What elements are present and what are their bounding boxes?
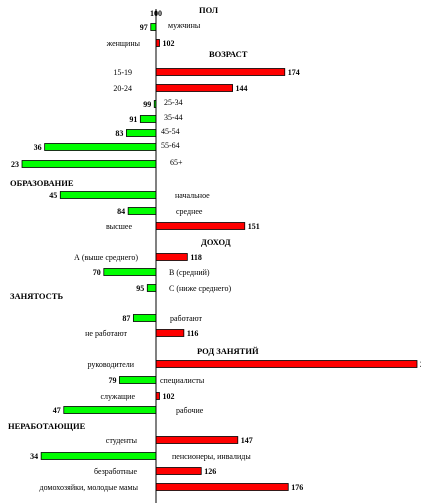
category-label-25-34: 25-34 xyxy=(164,98,183,107)
bar-пенсионеры-инвалиды xyxy=(40,452,157,460)
value-label-45-54: 83 xyxy=(115,129,123,138)
value-label-специалисты: 79 xyxy=(108,376,116,385)
bar-20-24 xyxy=(155,84,233,92)
bar-специалисты xyxy=(119,376,157,384)
value-label-35-44: 91 xyxy=(129,115,137,124)
bar-15-19 xyxy=(155,68,286,76)
bar-домохозяйки-молодые-мамы xyxy=(155,483,289,491)
bar-мужчины xyxy=(150,23,157,31)
category-label-в-средний: В (средний) xyxy=(169,268,210,277)
bar-безработные xyxy=(155,467,202,475)
category-label-женщины: женщины xyxy=(106,39,141,48)
category-label-15-19: 15-19 xyxy=(113,68,132,77)
category-label-начальное: начальное xyxy=(175,191,210,200)
bar-не-работают xyxy=(155,329,185,337)
value-label-домохозяйки-молодые-мамы: 176 xyxy=(291,483,303,492)
category-label-специалисты: специалисты xyxy=(160,376,205,385)
category-label-20-24: 20-24 xyxy=(113,84,132,93)
category-label-среднее: среднее xyxy=(176,207,203,216)
value-label-а-выше-среднего: 118 xyxy=(190,253,202,262)
value-label-20-24: 144 xyxy=(236,84,248,93)
labels-layer: 100 ПОЛ 97 мужчины 102 женщины ВОЗРАСТ 174 15-19… xyxy=(8,5,421,492)
value-label-начальное: 45 xyxy=(49,191,57,200)
bar-55-64 xyxy=(44,143,157,151)
value-label-мужчины: 97 xyxy=(140,23,148,32)
bar-35-44 xyxy=(139,115,157,123)
category-label-высшее: высшее xyxy=(106,222,132,231)
section-title-4: ДОХОД xyxy=(201,237,231,247)
value-label-женщины: 102 xyxy=(162,39,174,48)
bar-65 xyxy=(21,160,157,168)
value-label-15-19: 174 xyxy=(288,68,300,77)
section-title-2: ВОЗРАСТ xyxy=(209,49,248,59)
bar-рабочие xyxy=(63,406,157,414)
bar-а-выше-среднего xyxy=(155,253,188,261)
bar-высшее xyxy=(155,222,246,230)
value-label-высшее: 151 xyxy=(248,222,260,231)
value-label-служащие: 102 xyxy=(162,392,174,401)
bar-среднее xyxy=(127,207,157,215)
category-label-пенсионеры-инвалиды: пенсионеры, инвалиды xyxy=(172,452,251,461)
value-label-работают: 87 xyxy=(122,314,130,323)
value-label-среднее: 84 xyxy=(117,207,125,216)
category-label-с-ниже-среднего: С (ниже среднего) xyxy=(169,284,232,293)
bar-студенты xyxy=(155,436,239,444)
bar-женщины xyxy=(155,39,160,47)
bar-в-средний xyxy=(103,268,157,276)
bar-служащие xyxy=(155,392,160,400)
baseline-value-label: 100 xyxy=(150,9,162,18)
category-label-руководители: руководители xyxy=(87,360,134,369)
value-label-рабочие: 47 xyxy=(53,406,61,415)
bar-с-ниже-среднего xyxy=(146,284,157,292)
section-title-7: НЕРАБОТАЮЩИЕ xyxy=(8,421,86,431)
bar-руководители xyxy=(155,360,418,368)
value-label-55-64: 36 xyxy=(34,143,42,152)
category-label-не-работают: не работают xyxy=(85,329,127,338)
category-label-35-44: 35-44 xyxy=(164,113,183,122)
category-label-служащие: служащие xyxy=(100,392,135,401)
value-label-25-34: 99 xyxy=(143,100,151,109)
value-label-студенты: 147 xyxy=(241,436,253,445)
category-label-мужчины: мужчины xyxy=(168,21,201,30)
section-title-5: ЗАНЯТОСТЬ xyxy=(10,291,63,301)
value-label-в-средний: 70 xyxy=(93,268,101,277)
value-label-пенсионеры-инвалиды: 34 xyxy=(30,452,38,461)
category-label-а-выше-среднего: А (выше среднего) xyxy=(74,253,138,262)
category-label-студенты: студенты xyxy=(106,436,138,445)
section-title-1: ПОЛ xyxy=(199,5,219,15)
bar-начальное xyxy=(59,191,157,199)
category-label-45-54: 45-54 xyxy=(161,127,180,136)
category-label-безработные: безработные xyxy=(94,467,137,476)
value-label-безработные: 126 xyxy=(204,467,216,476)
category-label-65: 65+ xyxy=(170,158,183,167)
category-label-55-64: 55-64 xyxy=(161,141,180,150)
bar-45-54 xyxy=(126,129,157,137)
value-label-с-ниже-среднего: 95 xyxy=(136,284,144,293)
section-title-6: РОД ЗАНЯТИЙ xyxy=(197,346,259,356)
category-label-домохозяйки-молодые-мамы: домохозяйки, молодые мамы xyxy=(40,483,139,492)
category-label-работают: работают xyxy=(170,314,203,323)
value-label-не-работают: 116 xyxy=(187,329,199,338)
bar-работают xyxy=(132,314,157,322)
section-title-3: ОБРАЗОВАНИЕ xyxy=(10,178,74,188)
value-label-65: 23 xyxy=(11,160,19,169)
category-label-рабочие: рабочие xyxy=(176,406,204,415)
